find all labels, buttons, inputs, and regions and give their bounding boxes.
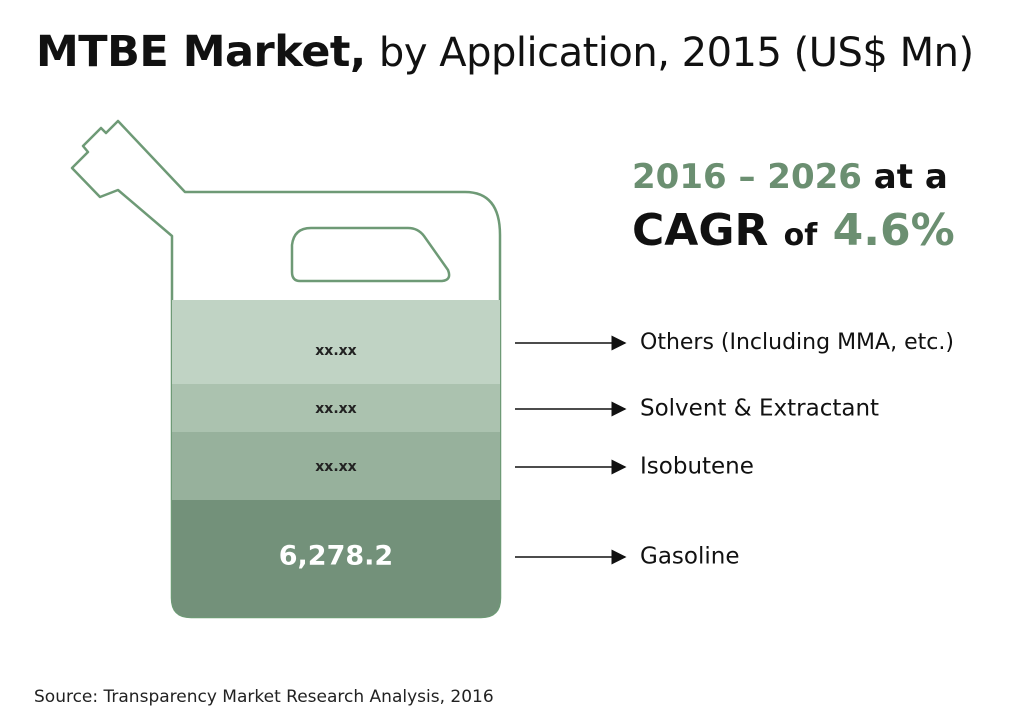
title-bold: MTBE Market, [36,27,366,77]
segment-solvent-extractant [172,384,500,432]
segment-gasoline [172,500,500,617]
cagr-at-a: at a [873,157,948,197]
cagr-of: of [783,218,818,253]
cagr-value: 4.6% [832,205,955,256]
segment-others-including-mma-etc [172,300,500,384]
jerrycan-handle [290,226,451,283]
segment-value-isobutene: xx.xx [315,459,356,475]
legend-label-isobutene: Isobutene [640,454,754,480]
segment-value-solvent-extractant: xx.xx [315,401,356,417]
cagr-period: 2016 – 2026 [632,157,862,197]
segment-value-others-including-mma-etc: xx.xx [315,343,356,359]
title-rest: by Application, 2015 (US$ Mn) [378,30,974,76]
legend-label-solvent-extractant: Solvent & Extractant [640,396,879,422]
cagr-callout: 2016 – 2026 at a CAGR of 4.6% [632,153,962,260]
segment-value-gasoline: 6,278.2 [279,541,393,572]
source-note: Source: Transparency Market Research Ana… [34,687,494,707]
chart-title: MTBE Market, by Application, 2015 (US$ M… [36,24,1006,81]
legend-label-gasoline: Gasoline [640,544,739,570]
segment-isobutene [172,432,500,500]
legend-label-others-including-mma-etc: Others (Including MMA, etc.) [640,330,954,355]
cagr-label: CAGR [632,205,769,256]
